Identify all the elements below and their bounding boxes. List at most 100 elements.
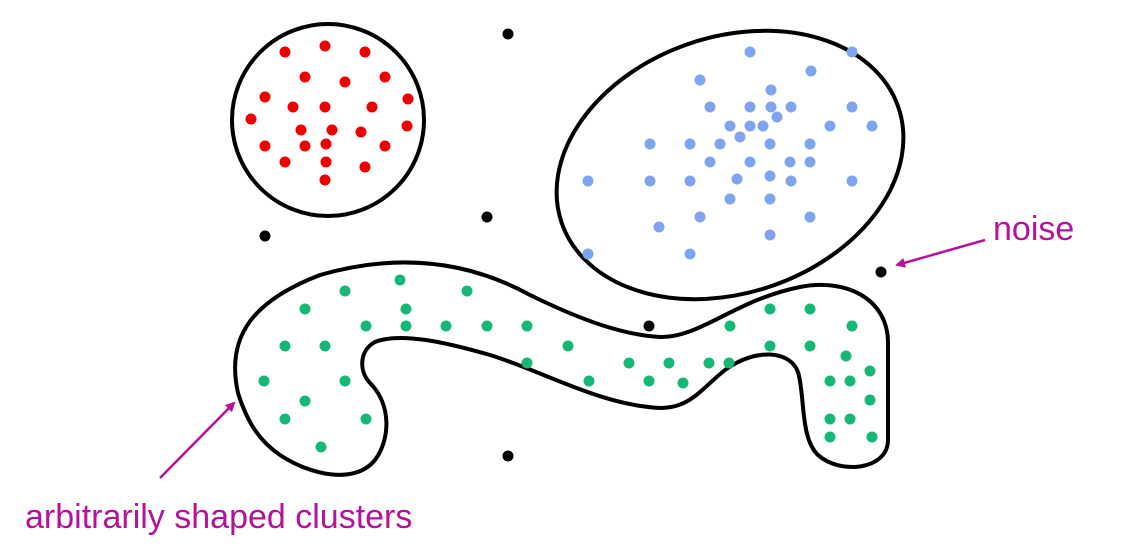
blue-point <box>694 74 706 86</box>
green-point <box>824 375 836 387</box>
green-point <box>840 350 852 362</box>
red-point <box>259 140 271 152</box>
green-point <box>703 357 715 369</box>
green-point <box>562 340 574 352</box>
noise-label: noise <box>993 210 1074 248</box>
blue-point <box>644 138 656 150</box>
green-point <box>481 320 493 332</box>
red-point <box>366 101 378 113</box>
blue-point <box>582 248 594 260</box>
green-point <box>677 377 689 389</box>
blue-point <box>724 193 736 205</box>
blue-point <box>714 138 726 150</box>
noise-point <box>502 450 514 462</box>
red-point <box>359 161 371 173</box>
clusters-label: arbitrarily shaped clusters <box>25 498 412 536</box>
blue-point <box>764 229 776 241</box>
noise-point <box>875 266 887 278</box>
blue-point <box>804 156 816 168</box>
green-point <box>258 375 270 387</box>
blue-point <box>734 131 746 143</box>
green-point <box>824 413 836 425</box>
red-point <box>299 140 311 152</box>
green-point <box>400 303 412 315</box>
blue-point <box>744 101 756 113</box>
red-point <box>287 101 299 113</box>
green-point <box>864 394 876 406</box>
noise-point <box>502 28 514 40</box>
green-point <box>279 413 291 425</box>
blue-point <box>704 101 716 113</box>
green-cluster-boundary <box>233 260 890 477</box>
red-point <box>319 174 331 186</box>
green-point <box>623 357 635 369</box>
green-point <box>723 357 735 369</box>
green-point <box>866 431 878 443</box>
red-point <box>319 40 331 52</box>
blue-point <box>644 175 656 187</box>
blue-point <box>704 156 716 168</box>
blue-point <box>784 156 796 168</box>
blue-point <box>846 175 858 187</box>
green-point <box>521 357 533 369</box>
blue-point <box>684 248 696 260</box>
red-point <box>259 91 271 103</box>
green-point <box>360 320 372 332</box>
blue-point <box>744 46 756 58</box>
blue-point <box>804 211 816 223</box>
noise-arrow <box>895 238 986 268</box>
green-point <box>279 340 291 352</box>
blue-point <box>805 65 817 77</box>
red-point <box>320 138 332 150</box>
green-point <box>764 303 776 315</box>
blue-point <box>846 46 858 58</box>
green-point <box>394 274 406 286</box>
blue-point <box>764 193 776 205</box>
green-point <box>461 285 473 297</box>
green-point <box>804 340 816 352</box>
red-point <box>355 126 367 138</box>
blue-point <box>744 120 756 132</box>
red-point <box>359 46 371 58</box>
red-point <box>339 76 351 88</box>
green-point <box>824 431 836 443</box>
green-point <box>764 340 776 352</box>
blue-point <box>764 170 776 182</box>
green-point <box>319 340 331 352</box>
red-point <box>279 156 291 168</box>
blue-cluster-boundary <box>554 28 906 302</box>
blue-point <box>804 138 816 150</box>
blue-point <box>771 111 783 123</box>
green-point <box>643 375 655 387</box>
red-point <box>245 113 257 125</box>
blue-point <box>694 211 706 223</box>
blue-point <box>724 120 736 132</box>
blue-point <box>785 175 797 187</box>
noise-point <box>259 230 271 242</box>
red-point <box>379 71 391 83</box>
green-point <box>360 413 372 425</box>
blue-point <box>684 138 696 150</box>
green-point <box>583 375 595 387</box>
red-point <box>379 140 391 152</box>
green-point <box>339 375 351 387</box>
blue-point <box>653 221 665 233</box>
blue-point <box>764 138 776 150</box>
green-point <box>400 320 412 332</box>
blue-point <box>785 101 797 113</box>
green-cluster-points <box>258 274 878 453</box>
noise-point <box>643 320 655 332</box>
red-point <box>279 46 291 58</box>
green-point <box>315 441 327 453</box>
blue-point <box>824 120 836 132</box>
red-point <box>320 156 332 168</box>
green-point <box>804 303 816 315</box>
blue-point <box>866 120 878 132</box>
blue-point <box>765 84 777 96</box>
blue-point <box>582 175 594 187</box>
red-point <box>326 124 338 136</box>
blue-point <box>846 101 858 113</box>
green-point <box>521 320 533 332</box>
red-point <box>295 124 307 136</box>
green-point <box>299 395 311 407</box>
